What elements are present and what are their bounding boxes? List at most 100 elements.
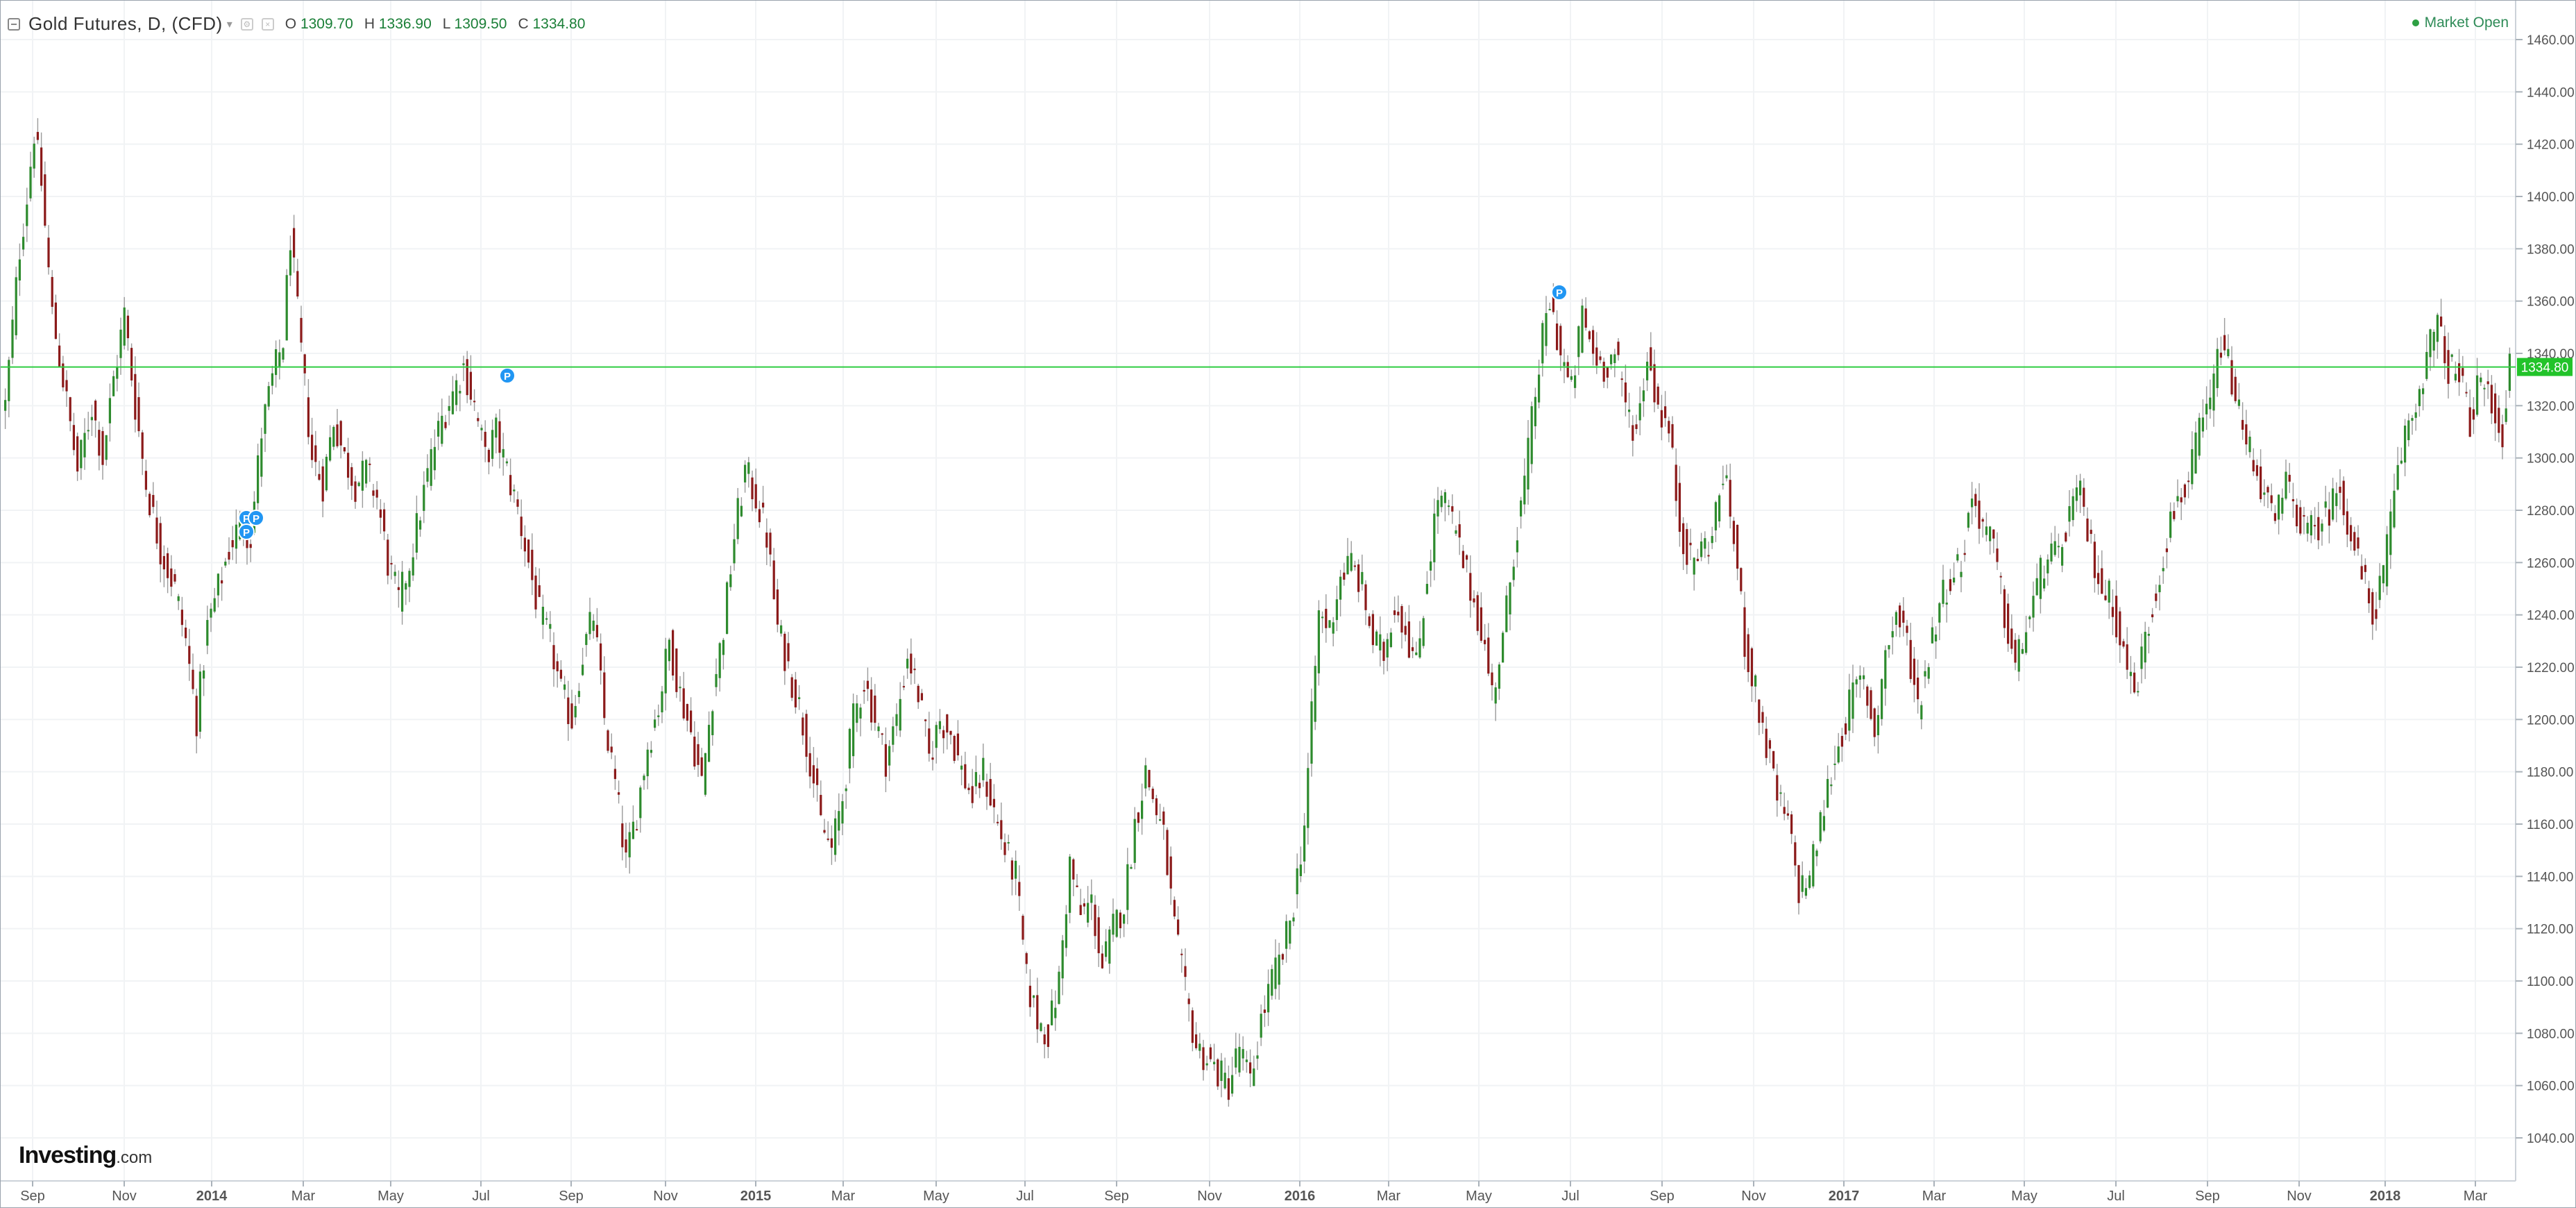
- candle: [3, 388, 7, 429]
- candle: [1328, 620, 1331, 628]
- candle-body: [729, 574, 732, 587]
- candle: [617, 780, 620, 804]
- close-icon[interactable]: ×: [261, 17, 274, 31]
- candle-body: [393, 571, 396, 576]
- candle-body: [1797, 865, 1800, 903]
- candle-body: [1050, 1000, 1053, 1025]
- candle-body: [838, 811, 840, 831]
- candle-body: [776, 589, 779, 625]
- candle-body: [33, 143, 35, 169]
- candle-body: [1527, 437, 1530, 490]
- candle: [379, 498, 382, 534]
- candle-body: [455, 380, 458, 405]
- symbol-title[interactable]: Gold Futures, D, (CFD): [28, 13, 223, 34]
- candle: [845, 785, 847, 809]
- candle-body: [1696, 558, 1700, 562]
- candle-body: [155, 517, 158, 544]
- candle-body: [1938, 603, 1941, 623]
- candle: [292, 215, 296, 273]
- candle-body: [808, 753, 811, 777]
- candle: [1028, 969, 1032, 1017]
- candle: [444, 414, 447, 430]
- candle-body: [1985, 526, 1988, 535]
- candle: [1440, 490, 1443, 512]
- candle-body: [1898, 605, 1901, 628]
- candle-body: [1617, 342, 1620, 355]
- candle: [1393, 596, 1396, 623]
- y-tick-label: 1300.00: [2527, 452, 2575, 467]
- candle-body: [1361, 571, 1364, 585]
- candle-body: [2364, 564, 2367, 572]
- candle: [769, 528, 772, 567]
- candle-body: [2277, 494, 2280, 520]
- candle-body: [711, 711, 714, 735]
- candle-body: [2335, 493, 2338, 506]
- candle-body: [368, 463, 371, 465]
- candle: [2313, 507, 2316, 539]
- candle: [2418, 385, 2421, 417]
- candle-body: [613, 769, 617, 780]
- candle: [1790, 811, 1793, 844]
- collapse-icon[interactable]: [8, 17, 20, 31]
- candle-body: [2039, 557, 2042, 599]
- candle: [289, 235, 292, 287]
- candle: [1285, 914, 1288, 963]
- candle: [1375, 629, 1378, 646]
- brand-suffix: .com: [116, 1148, 153, 1167]
- chevron-down-icon[interactable]: ▾: [226, 18, 232, 31]
- candle: [1895, 610, 1898, 637]
- candle-body: [162, 555, 166, 570]
- candle: [1967, 511, 1970, 532]
- candle-body: [137, 397, 140, 432]
- candle: [1353, 560, 1357, 571]
- candle: [141, 430, 144, 476]
- candle-body: [1747, 634, 1749, 673]
- candle: [44, 161, 46, 228]
- candle-body: [2129, 671, 2133, 676]
- y-tick-label: 1160.00: [2527, 818, 2573, 832]
- candle: [2285, 459, 2287, 501]
- candle: [2093, 533, 2096, 593]
- candle: [314, 430, 317, 476]
- candle-body: [1003, 842, 1006, 855]
- candle: [794, 671, 797, 714]
- candle-body: [1909, 639, 1912, 680]
- p-marker-label: P: [1556, 287, 1563, 299]
- low-value: 1309.50: [454, 15, 507, 32]
- candle: [2490, 375, 2493, 424]
- candle: [1498, 662, 1501, 701]
- candle-body: [985, 781, 988, 797]
- candle: [364, 458, 368, 488]
- candle: [1794, 835, 1797, 877]
- candle-body: [126, 315, 130, 339]
- candle: [278, 339, 281, 380]
- candle-body: [920, 693, 924, 701]
- candle: [1938, 602, 1941, 641]
- candle-body: [1346, 555, 1349, 575]
- candle: [520, 499, 523, 550]
- candle-body: [585, 634, 588, 646]
- candle-body: [1184, 966, 1187, 978]
- candle-body: [1516, 540, 1519, 553]
- y-tick-label: 1140.00: [2527, 870, 2573, 884]
- candle: [1840, 728, 1844, 762]
- candle-body: [802, 717, 804, 736]
- candle-body: [1065, 914, 1068, 948]
- candle-body: [2425, 351, 2428, 379]
- candle-body: [1902, 610, 1905, 623]
- candle-body: [917, 685, 920, 703]
- candle: [423, 471, 425, 523]
- candle: [1382, 639, 1385, 675]
- candle-body: [1328, 620, 1331, 628]
- candle-body: [1476, 595, 1479, 631]
- settings-icon[interactable]: ⚙: [240, 17, 253, 31]
- candle-body: [321, 466, 324, 502]
- candle: [1108, 925, 1111, 974]
- x-tick-label: Mar: [831, 1189, 856, 1204]
- candle: [1920, 701, 1923, 730]
- candle: [830, 825, 833, 865]
- candle-body: [2486, 381, 2489, 385]
- candle-body: [1844, 723, 1847, 735]
- candle-body: [689, 710, 693, 732]
